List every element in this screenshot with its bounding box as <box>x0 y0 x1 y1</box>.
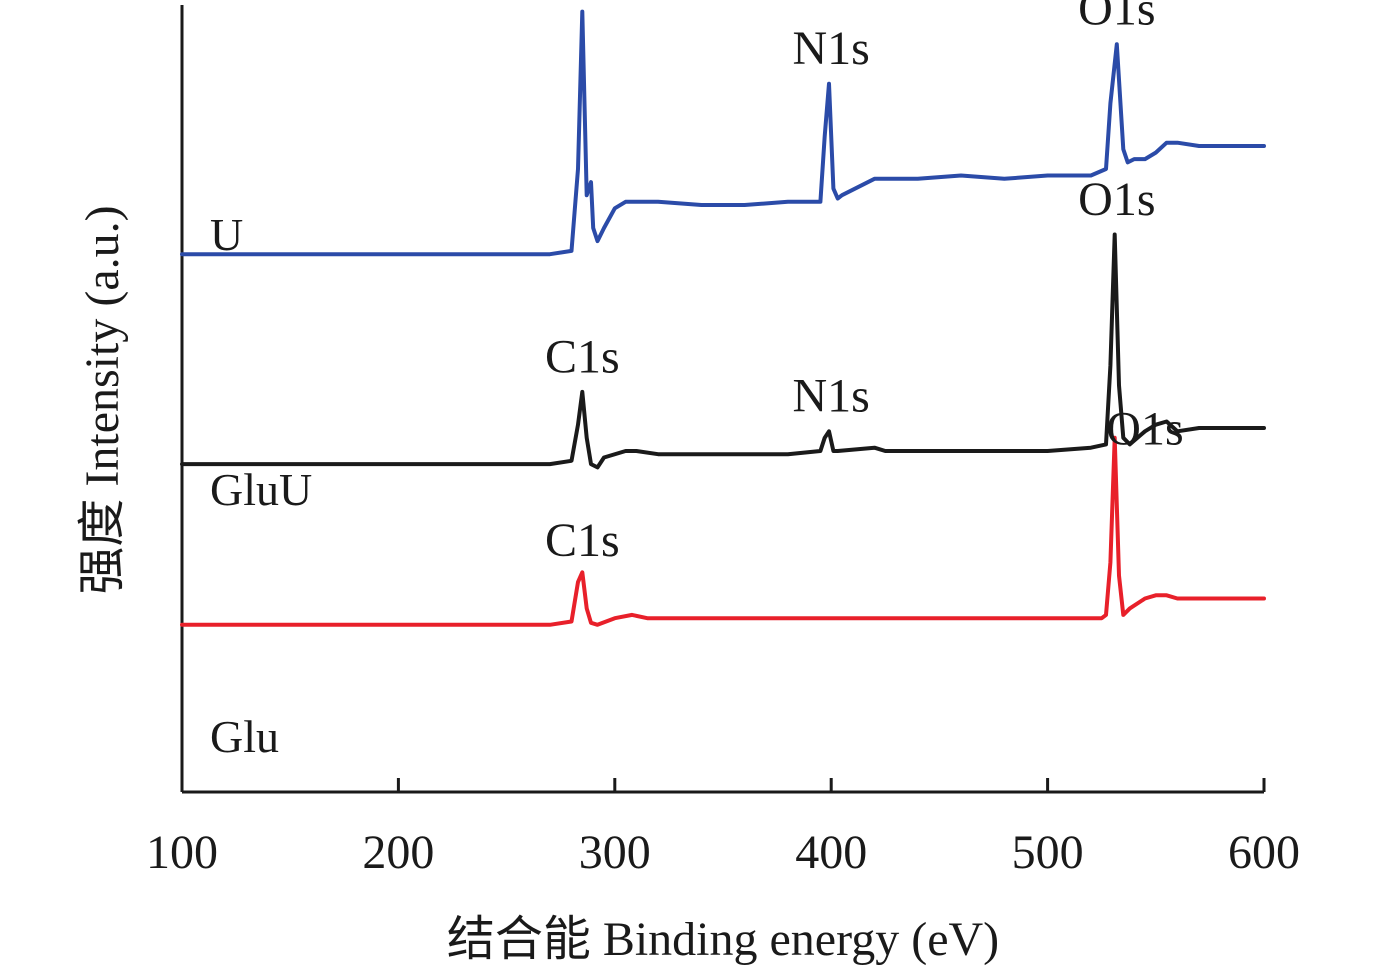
x-tick-label: 500 <box>1012 826 1084 879</box>
x-ticks: 100 200 300 400 500 600 <box>146 778 1300 879</box>
x-tick-label: 300 <box>579 826 651 879</box>
peak-label-o1s-u: O1s <box>1078 0 1155 36</box>
x-tick-label: 600 <box>1228 826 1300 879</box>
peak-label-c1s-glu: C1s <box>545 514 620 567</box>
peak-label-o1s-gluu: O1s <box>1078 173 1155 226</box>
peak-label-n1s-gluu: N1s <box>793 370 870 423</box>
peak-label-o1s-glu: O1s <box>1106 402 1183 455</box>
axes <box>180 5 1264 794</box>
series-label-glu: Glu <box>210 711 279 762</box>
peak-label-n1s-u: N1s <box>793 22 870 75</box>
x-tick-label: 400 <box>795 826 867 879</box>
series-line-u <box>180 9 1266 257</box>
peak-label-c1s-u: C1s <box>545 0 620 3</box>
peak-label-c1s-gluu: C1s <box>545 330 620 383</box>
x-tick-label: 100 <box>146 826 218 879</box>
traces <box>180 9 1266 627</box>
x-axis-title: 结合能 Binding energy (eV) <box>447 913 999 966</box>
labels: U GluU Glu C1s N1s O1s C1s N1s O1s C1s O1s <box>210 0 1184 762</box>
series-label-gluu: GluU <box>210 464 312 515</box>
series-line-glu <box>180 435 1266 627</box>
series-line-gluu <box>180 232 1266 470</box>
series-label-u: U <box>210 209 243 260</box>
x-tick-label: 200 <box>362 826 434 879</box>
y-axis-title: 强度 Intensity (a.u.) <box>76 205 129 594</box>
